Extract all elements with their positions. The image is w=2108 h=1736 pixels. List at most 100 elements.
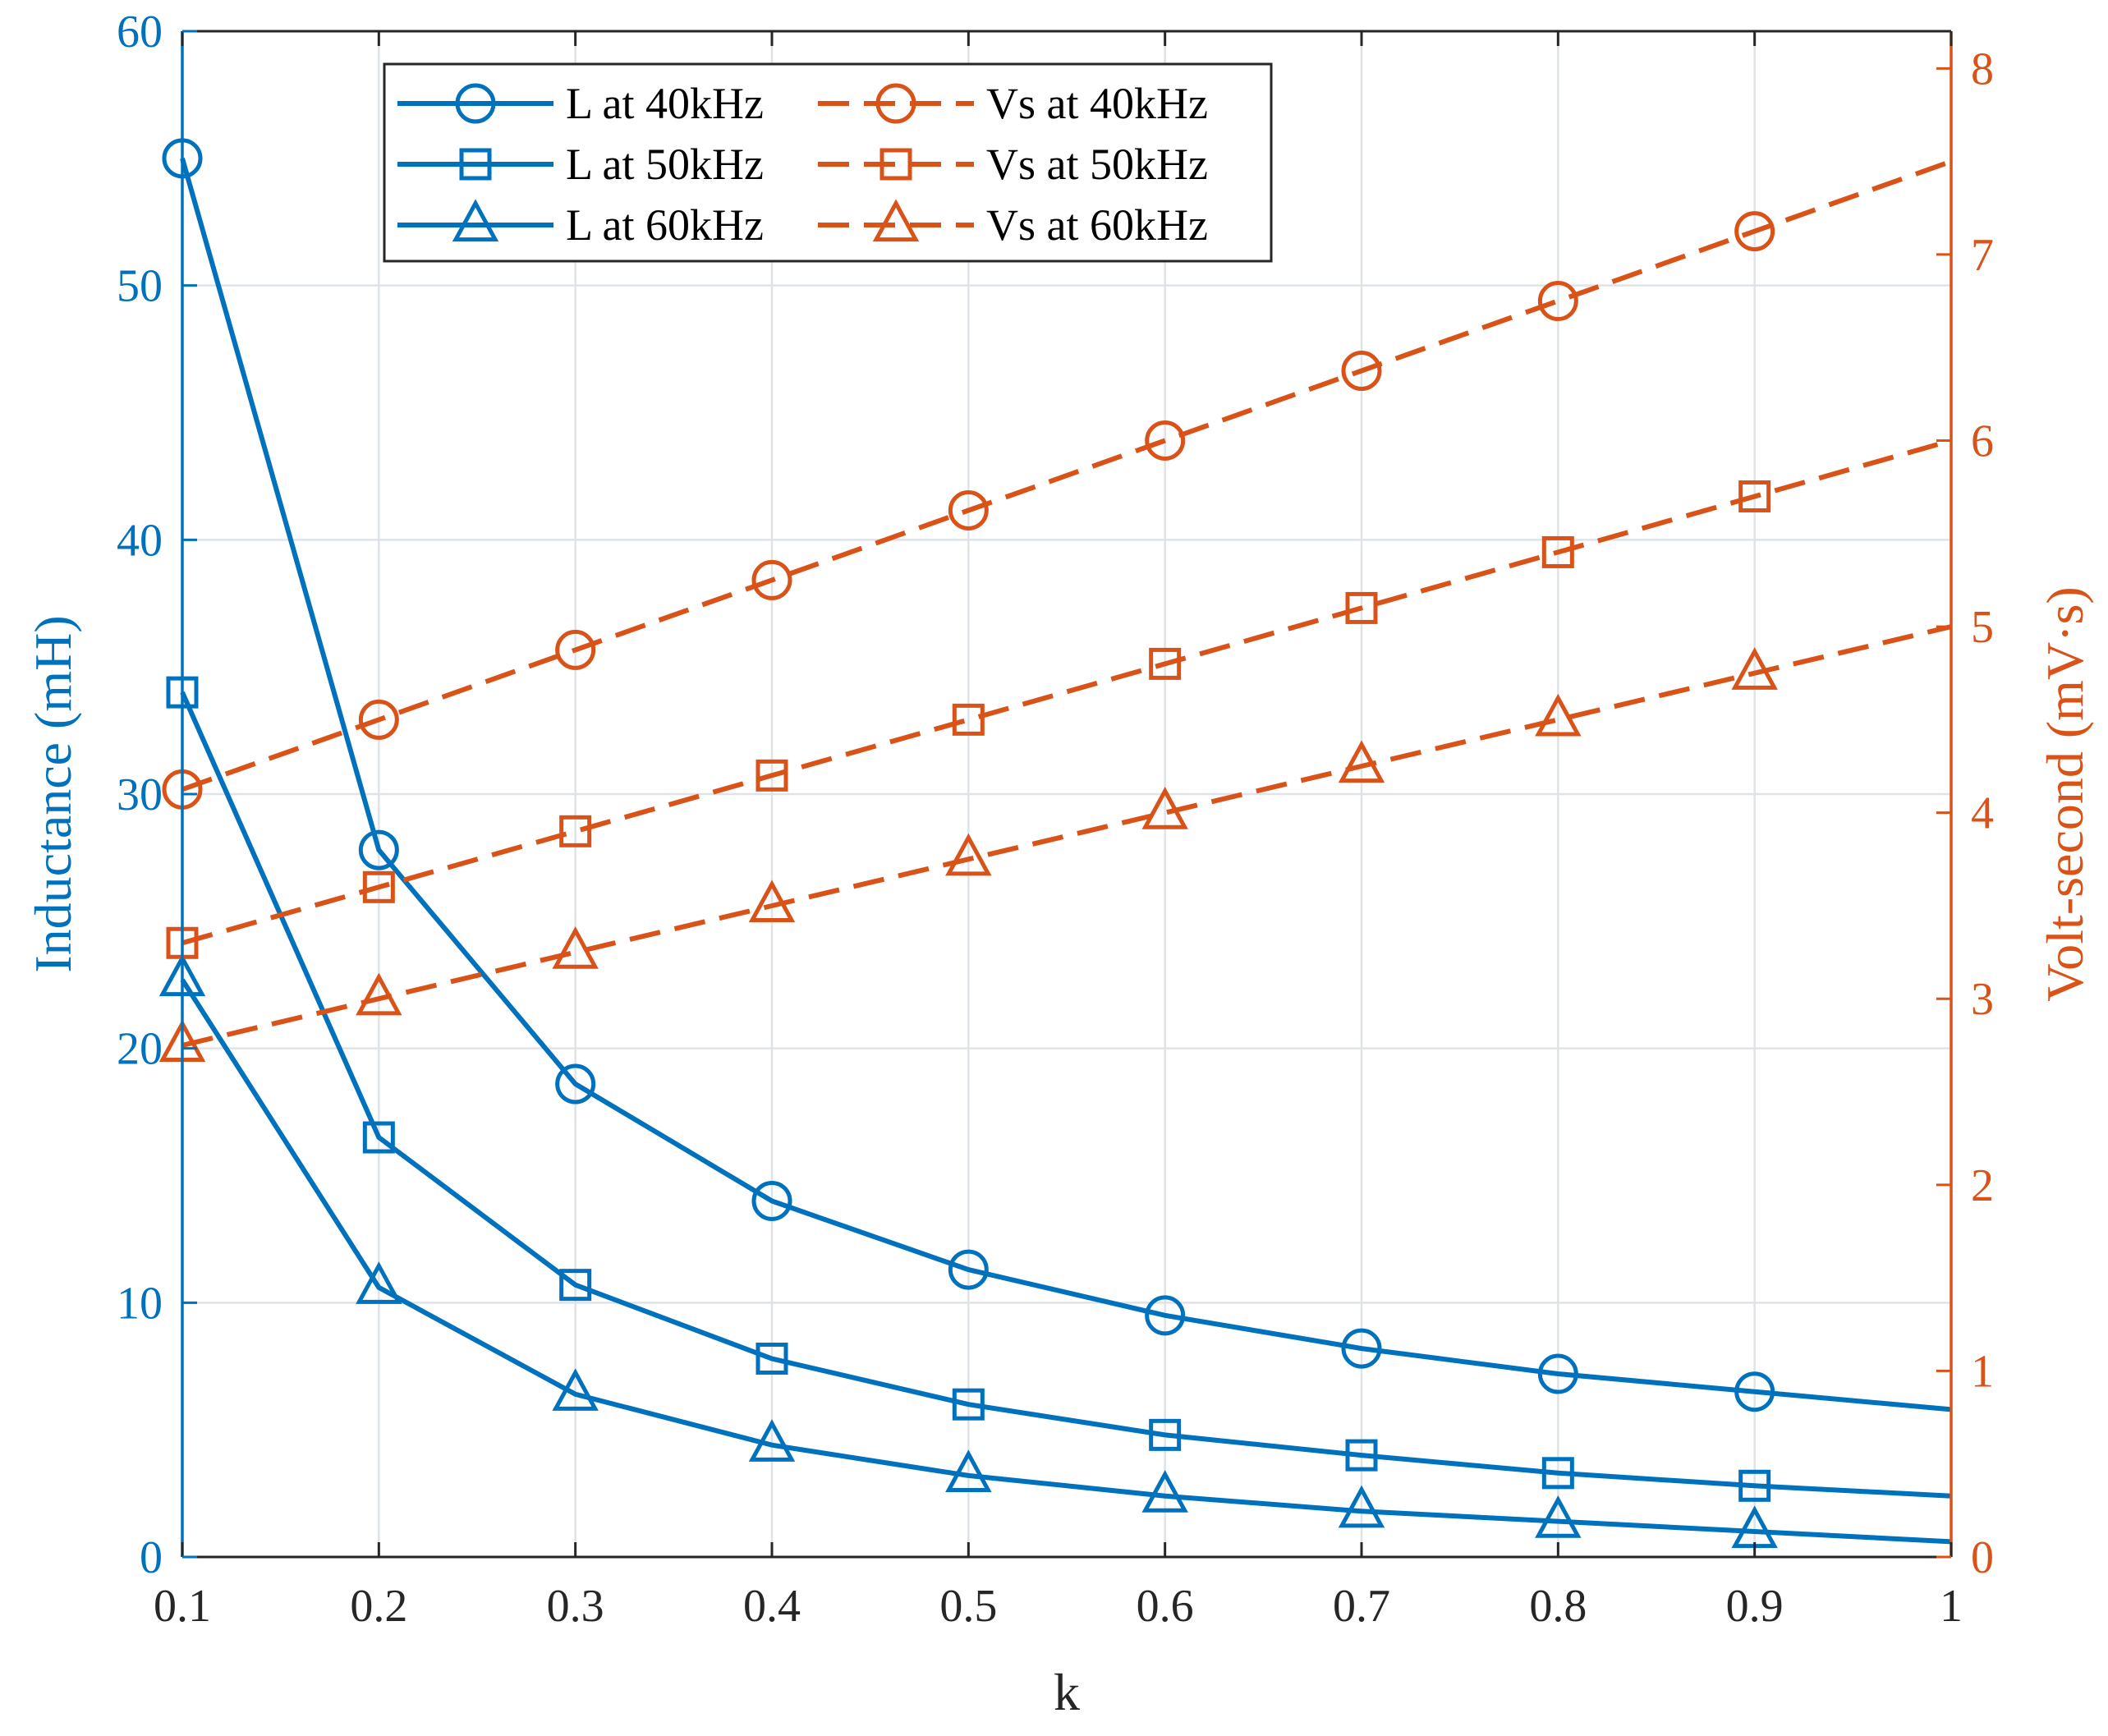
data-point <box>748 879 796 923</box>
legend-label: Vs at 50kHz <box>986 140 1208 189</box>
x-tick-label: 1 <box>1940 1581 1963 1632</box>
legend-marker <box>875 83 916 124</box>
x-axis-label: k <box>1054 1663 1080 1721</box>
data-point <box>555 629 596 670</box>
x-tick-label: 0.7 <box>1333 1581 1390 1632</box>
x-tick-label: 0.3 <box>547 1581 604 1632</box>
data-point <box>356 972 402 1016</box>
legend-marker <box>455 83 496 124</box>
y-left-tick-label: 40 <box>117 515 163 566</box>
data-point <box>755 1342 788 1375</box>
x-tick-label: 0.6 <box>1137 1581 1194 1632</box>
data-point <box>751 559 792 600</box>
series-line <box>181 624 1952 1048</box>
y-right-tick-label: 6 <box>1971 416 1994 466</box>
y-left-tick-label: 10 <box>117 1278 163 1329</box>
y-left-tick-label: 20 <box>117 1024 163 1075</box>
data-point <box>552 1368 599 1411</box>
data-point <box>1537 281 1578 322</box>
y-left-tick-label: 50 <box>117 261 163 312</box>
y-right-tick-label: 8 <box>1971 44 1994 94</box>
series-layer <box>158 138 1953 1549</box>
data-point <box>1738 480 1771 512</box>
data-point <box>1341 1328 1382 1369</box>
y-right-tick-label: 1 <box>1971 1346 1994 1397</box>
data-point <box>1345 591 1378 624</box>
data-point <box>1541 1457 1574 1490</box>
y-right-tick-label: 5 <box>1971 602 1994 653</box>
y-right-tick-label: 0 <box>1971 1532 1994 1583</box>
legend-marker <box>459 148 492 181</box>
data-point <box>1145 420 1186 461</box>
x-tick-label: 0.9 <box>1726 1581 1784 1632</box>
data-point <box>1338 740 1385 783</box>
data-point <box>1537 1353 1578 1394</box>
data-point <box>1149 647 1182 680</box>
series-line <box>180 978 1952 1545</box>
series-line <box>181 158 1953 792</box>
data-point <box>559 1269 592 1302</box>
x-tick-label: 0.1 <box>154 1581 211 1632</box>
data-point <box>1149 1418 1182 1451</box>
data-point <box>1738 1469 1771 1502</box>
data-point <box>1731 647 1778 690</box>
y-axis-left-label: Inductance (mH) <box>24 615 82 972</box>
y-left-tick-label: 60 <box>117 7 163 57</box>
data-point <box>358 829 399 870</box>
x-tick-label: 0.8 <box>1529 1581 1587 1632</box>
y-left-tick-label: 0 <box>140 1532 163 1583</box>
legend-marker <box>452 199 499 242</box>
data-point <box>945 833 992 876</box>
legend-label: L at 60kHz <box>566 200 764 250</box>
data-point <box>1345 1439 1378 1472</box>
data-point <box>748 1419 796 1462</box>
data-point <box>948 489 989 530</box>
y-right-tick-label: 2 <box>1971 1160 1994 1211</box>
x-tick-label: 0.2 <box>350 1581 407 1632</box>
y-left-tick-label: 30 <box>117 769 163 820</box>
data-point <box>1734 1371 1775 1412</box>
legend-marker <box>879 148 912 181</box>
legend-label: L at 50kHz <box>566 140 764 189</box>
data-point <box>1535 693 1582 737</box>
series-l-at-50khz <box>166 676 1952 1502</box>
y-right-tick-label: 7 <box>1971 230 1994 281</box>
data-point <box>1734 211 1775 252</box>
series-line <box>180 157 1952 1412</box>
axes: 0.1 0.2 0.3 0.4 0.5 0.6 0.7 0.8 0.9 1010203040506… <box>117 7 1994 1632</box>
data-point <box>945 1449 992 1493</box>
legend: L at 40kHz L at 50kHz L at 60kHz Vs at 40kH… <box>383 62 1273 263</box>
legend-label: Vs at 60kHz <box>986 200 1208 250</box>
data-point <box>1338 1485 1385 1528</box>
data-point <box>356 1261 402 1304</box>
legend-marker <box>872 199 920 242</box>
x-tick-label: 0.5 <box>939 1581 997 1632</box>
data-point <box>952 703 985 736</box>
data-point <box>751 1180 792 1221</box>
series-vs-at-40khz <box>162 158 1953 810</box>
data-point <box>1145 1295 1186 1336</box>
data-point <box>555 1063 596 1105</box>
legend-label: L at 40kHz <box>566 79 764 128</box>
series-vs-at-60khz <box>158 624 1952 1062</box>
data-point <box>559 815 592 847</box>
data-point <box>1141 787 1188 829</box>
data-point <box>552 925 599 969</box>
data-point <box>362 870 395 903</box>
y-right-tick-label: 3 <box>1971 974 1994 1025</box>
y-axis-right-label: Volt-second (mV·s) <box>2036 586 2094 1001</box>
data-point <box>1341 351 1382 392</box>
legend-label: Vs at 40kHz <box>986 79 1208 128</box>
data-point <box>952 1388 985 1421</box>
y-right-tick-label: 4 <box>1971 788 1994 839</box>
series-line <box>181 438 1952 946</box>
data-point <box>1541 535 1574 568</box>
series-line <box>180 691 1952 1499</box>
data-point <box>358 699 399 740</box>
data-point <box>1141 1470 1188 1513</box>
data-point <box>362 1121 395 1154</box>
x-tick-label: 0.4 <box>743 1581 801 1632</box>
data-point <box>1535 1495 1582 1538</box>
